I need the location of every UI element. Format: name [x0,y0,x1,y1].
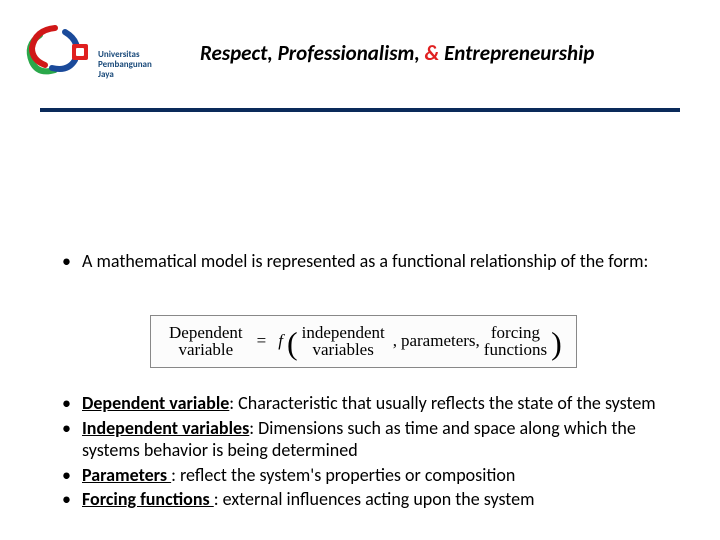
def-item: • Parameters : reflect the system's prop… [60,464,660,487]
bullet-dot-icon: • [60,488,82,511]
arg1-bot: variables [312,341,373,359]
slide-header: Universitas Pembangunan Jaya Respect, Pr… [0,0,720,110]
formula-box: Dependent variable = f ( independent var… [150,315,577,369]
motto-line: Respect, Professionalism, & Entrepreneur… [200,40,594,66]
formula-arg1: independent variables [302,324,385,360]
logo-name-line2: Pembangunan Jaya [98,60,165,80]
formula-arg2: parameters, [401,331,480,351]
logo-text: Universitas Pembangunan Jaya [98,50,165,80]
def-text: Forcing functions : external influences … [82,488,660,511]
bullet-dot-icon: • [60,250,82,273]
arg1-top: independent [302,324,385,342]
open-paren-icon: ( [287,335,298,351]
function-f: f [278,331,283,351]
motto-word-2: Professionalism, [278,40,420,66]
def-item: • Independent variables: Dimensions such… [60,417,660,462]
header-divider [40,108,680,112]
slide-content: • A mathematical model is represented as… [0,110,720,511]
bullet-dot-icon: • [60,392,82,415]
motto-ampersand: & [425,40,440,66]
arg3-top: forcing [491,324,540,342]
def-term: Parameters [82,464,171,486]
def-rest: : Characteristic that usually reflects t… [229,392,655,414]
def-text: Dependent variable: Characteristic that … [82,392,660,415]
lhs-top: Dependent [169,324,243,342]
def-item: • Forcing functions : external influence… [60,488,660,511]
intro-text: A mathematical model is represented as a… [82,250,660,273]
intro-bullet: • A mathematical model is represented as… [60,250,660,273]
definitions-list: • Dependent variable: Characteristic tha… [60,392,660,511]
university-logo: Universitas Pembangunan Jaya [20,20,165,100]
logo-swirl-icon [20,20,95,80]
comma-1: , [393,331,397,351]
motto-word-1: Respect, [200,40,273,66]
bullet-dot-icon: • [60,464,82,487]
def-term: Forcing functions [82,488,214,510]
formula-lhs: Dependent variable [169,324,243,360]
def-item: • Dependent variable: Characteristic tha… [60,392,660,415]
close-paren-icon: ) [551,335,562,351]
def-text: Independent variables: Dimensions such a… [82,417,660,462]
def-rest: : external influences acting upon the sy… [214,488,535,510]
lhs-bot: variable [178,341,233,359]
def-term: Dependent variable [82,392,229,414]
def-rest: : reflect the system's properties or com… [171,464,515,486]
motto-word-3: Entrepreneurship [444,40,594,66]
def-term: Independent variables [82,417,249,439]
formula-arg3: forcing functions [484,324,547,360]
arg3-bot: functions [484,341,547,359]
def-text: Parameters : reflect the system's proper… [82,464,660,487]
bullet-dot-icon: • [60,417,82,462]
equals-sign: = [257,331,267,351]
